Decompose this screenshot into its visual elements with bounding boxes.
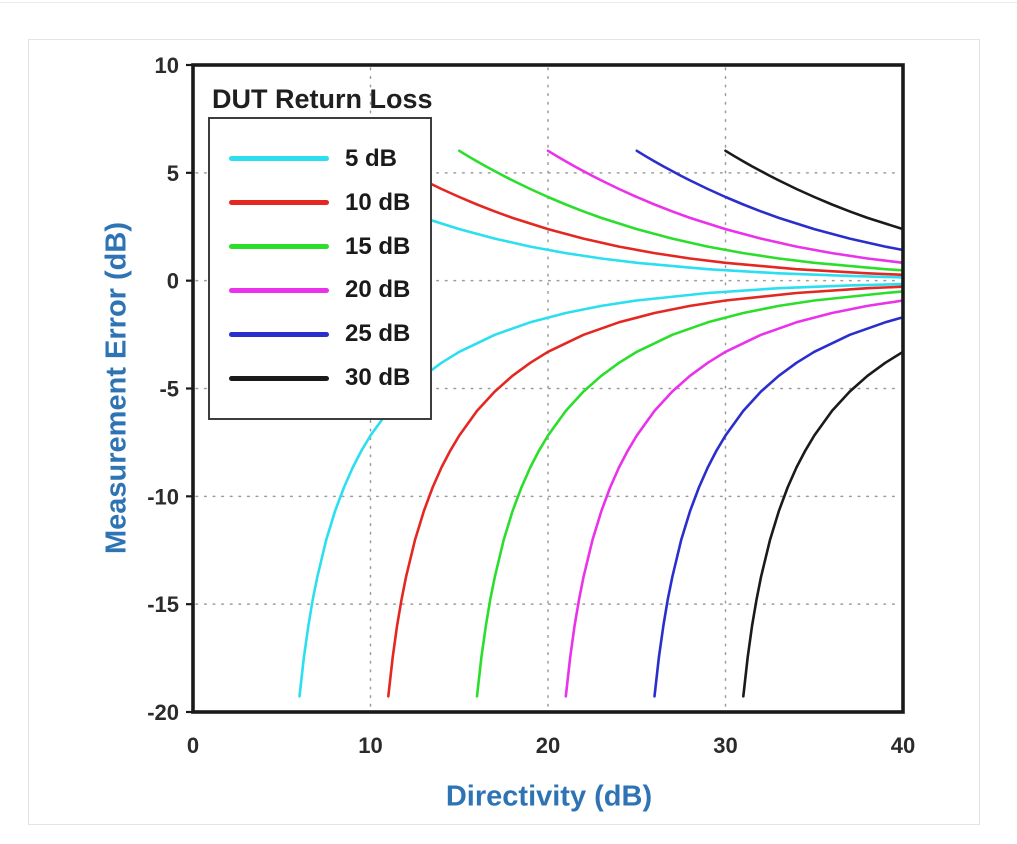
legend-swatch bbox=[229, 244, 329, 250]
y-tick-label: -5 bbox=[159, 377, 179, 402]
legend-label: 10 dB bbox=[345, 188, 411, 216]
curve-10db-upper bbox=[369, 149, 905, 277]
y-tick-label: 0 bbox=[167, 269, 179, 294]
x-axis-title: Directivity (dB) bbox=[445, 780, 653, 813]
legend-item: 10 dB bbox=[229, 188, 430, 216]
axis-tick-labels: 0 10 20 30 40 10 5 0 -5 -10 -15 -20 bbox=[147, 53, 915, 758]
legend-swatch bbox=[229, 156, 329, 162]
legend-item: 20 dB bbox=[229, 278, 430, 302]
legend-label: 15 dB bbox=[345, 232, 411, 260]
axis-ticks bbox=[186, 63, 193, 714]
x-tick-label: 0 bbox=[187, 733, 199, 758]
y-tick-label: -15 bbox=[147, 592, 179, 617]
legend-swatch bbox=[229, 200, 329, 206]
curve-30db-upper bbox=[724, 149, 905, 231]
top-divider bbox=[0, 2, 1017, 3]
gridlines bbox=[195, 67, 901, 710]
legend-label: 5 dB bbox=[345, 144, 398, 172]
curve-20db-upper bbox=[546, 149, 905, 265]
y-tick-label: 5 bbox=[167, 161, 179, 186]
legend-title: DUT Return Loss bbox=[212, 84, 433, 114]
curve-10db-lower bbox=[386, 285, 905, 698]
y-tick-label: -10 bbox=[147, 484, 179, 509]
curve-15db-upper bbox=[457, 149, 905, 272]
legend-swatch bbox=[229, 287, 329, 293]
legend-swatch bbox=[229, 375, 329, 381]
x-tick-label: 20 bbox=[536, 733, 560, 758]
legend-item: 25 dB bbox=[229, 322, 430, 346]
x-tick-label: 40 bbox=[891, 733, 915, 758]
curve-20db-lower bbox=[564, 299, 905, 698]
legend-item: 15 dB bbox=[229, 232, 430, 260]
legend-label: 30 dB bbox=[345, 364, 411, 392]
legend-box: 5 dB 10 dB 15 dB 20 dB 25 dB 30 dB bbox=[208, 117, 432, 420]
curve-25db-lower bbox=[653, 315, 905, 698]
legend-item: 5 dB bbox=[229, 144, 430, 172]
legend-label: 20 dB bbox=[345, 276, 411, 304]
legend-swatch bbox=[229, 331, 329, 337]
y-tick-label: 10 bbox=[155, 53, 179, 78]
legend-label: 25 dB bbox=[345, 320, 411, 348]
curve-25db-upper bbox=[635, 149, 905, 252]
y-axis-title: Measurement Error (dB) bbox=[100, 222, 133, 554]
y-tick-label: -20 bbox=[147, 700, 179, 725]
x-tick-label: 10 bbox=[358, 733, 382, 758]
x-tick-label: 30 bbox=[713, 733, 737, 758]
chart-card bbox=[28, 39, 980, 825]
curve-15db-lower bbox=[475, 290, 905, 698]
curve-30db-lower bbox=[741, 350, 905, 698]
legend-item: 30 dB bbox=[229, 366, 430, 390]
